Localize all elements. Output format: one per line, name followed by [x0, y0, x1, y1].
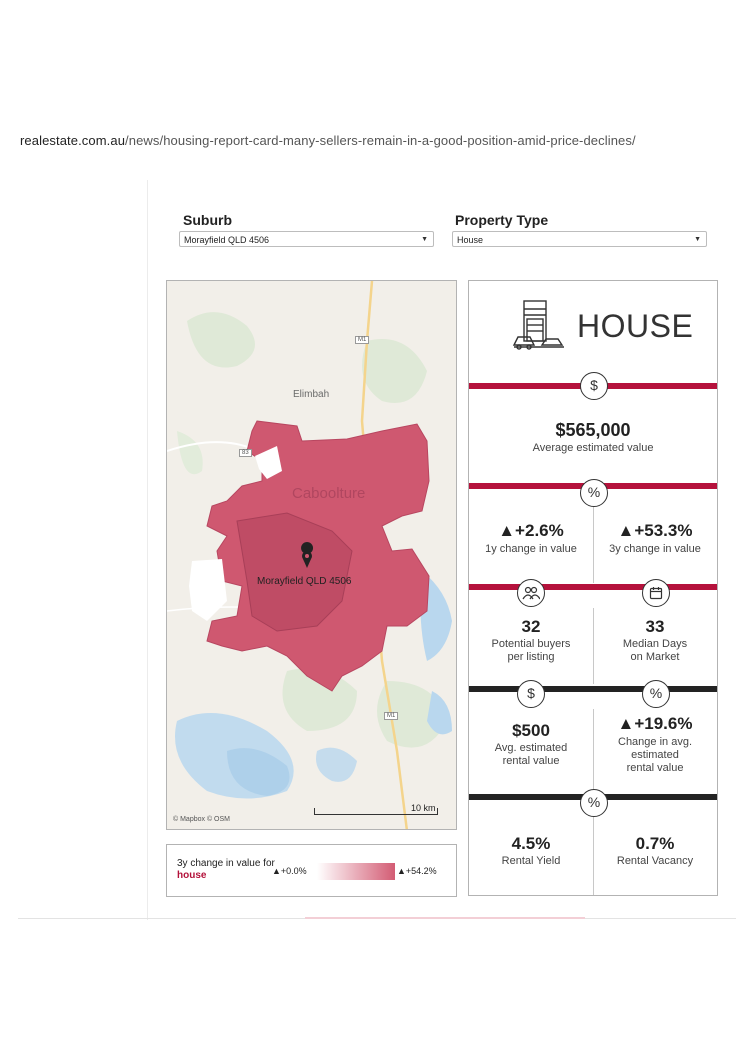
- calendar-icon-glyph: [649, 587, 663, 600]
- rent-label-line2: rental value: [502, 755, 560, 767]
- url-path: /news/housing-report-card-many-sellers-r…: [125, 133, 636, 148]
- legend-max-label: ▲+54.2%: [397, 866, 437, 876]
- rent-label-line1: Avg. estimated: [494, 742, 568, 754]
- legend-title-prefix: 3y change in value for: [177, 858, 275, 869]
- map-selected-suburb-label: Morayfield QLD 4506: [257, 576, 352, 587]
- percent-icon: %: [580, 479, 608, 507]
- legend-gradient: [317, 863, 395, 880]
- suburb-select[interactable]: Morayfield QLD 4506 ▼: [179, 231, 434, 247]
- days-label-line2: on Market: [630, 651, 680, 663]
- map-road-label-83: 83: [239, 449, 252, 457]
- property-type-select-value: House: [457, 235, 484, 245]
- suburb-map[interactable]: Elimbah Caboolture M1 83 M1 Morayfield Q…: [166, 280, 457, 830]
- rent-change-label-line2: estimated: [631, 749, 679, 761]
- map-scale-bar: [314, 808, 438, 815]
- suburb-region-morayfield[interactable]: [236, 512, 353, 632]
- change-1y-value: ▲+2.6%: [498, 521, 564, 540]
- page-divider-accent: [305, 917, 585, 919]
- column-divider: [593, 608, 594, 684]
- yield-label: Rental Yield: [501, 855, 561, 867]
- legend-min-label: ▲+0.0%: [272, 866, 307, 876]
- column-divider: [593, 817, 594, 895]
- divider-red: [469, 584, 717, 590]
- people-icon-glyph: [522, 586, 541, 600]
- house-garage-icon: [512, 300, 564, 350]
- vacancy-value: 0.7%: [635, 834, 675, 853]
- map-legend: 3y change in value for house ▲+0.0% ▲+54…: [166, 844, 457, 897]
- buyers-label-line2: per listing: [507, 651, 555, 663]
- url-host: realestate.com.au: [20, 133, 126, 148]
- yield-value: 4.5%: [511, 834, 551, 853]
- buyers-label-line1: Potential buyers: [491, 638, 571, 650]
- days-value: 33: [645, 617, 665, 636]
- dollar-icon: $: [517, 680, 545, 708]
- column-divider: [593, 507, 594, 583]
- suburb-label: Suburb: [183, 212, 232, 228]
- average-value-label: Average estimated value: [532, 442, 654, 454]
- percent-icon: %: [580, 789, 608, 817]
- property-type-label: Property Type: [455, 212, 549, 228]
- rent-change-label-line1: Change in avg.: [618, 736, 692, 748]
- days-label-line1: Median Days: [622, 638, 688, 650]
- card-title: HOUSE: [577, 308, 694, 344]
- buyers-value: 32: [521, 617, 541, 636]
- vacancy-label: Rental Vacancy: [616, 855, 694, 867]
- map-place-label-caboolture: Caboolture: [292, 485, 366, 502]
- people-icon: [517, 579, 545, 607]
- map-road-label-m1-north: M1: [355, 336, 370, 344]
- map-place-label-elimbah: Elimbah: [293, 389, 330, 400]
- suburb-select-value: Morayfield QLD 4506: [184, 235, 270, 245]
- rent-change-value: ▲+19.6%: [617, 714, 693, 733]
- legend-title-highlight: house: [177, 870, 207, 881]
- change-3y-value: ▲+53.3%: [617, 521, 693, 540]
- average-value: $565,000: [555, 420, 631, 440]
- column-divider: [593, 709, 594, 793]
- percent-icon: %: [642, 680, 670, 708]
- legend-title: 3y change in value for house: [177, 858, 277, 882]
- map-attribution[interactable]: © Mapbox © OSM: [173, 816, 230, 823]
- calendar-icon: [642, 579, 670, 607]
- property-type-select[interactable]: House ▼: [452, 231, 707, 247]
- stats-card: HOUSE $ $565,000 Average estimated value…: [468, 280, 718, 896]
- url-bar[interactable]: realestate.com.au/news/housing-report-ca…: [20, 133, 738, 153]
- chevron-down-icon: ▼: [421, 236, 428, 243]
- rent-change-label-line3: rental value: [626, 762, 684, 774]
- chevron-down-icon: ▼: [694, 236, 701, 243]
- article-embed-frame: [147, 180, 750, 920]
- change-1y-label: 1y change in value: [485, 543, 577, 555]
- rent-value: $500: [512, 721, 550, 740]
- divider-dark: [469, 686, 717, 692]
- dollar-icon: $: [580, 372, 608, 400]
- map-canvas: [167, 281, 456, 829]
- map-road-label-m1-south: M1: [384, 712, 399, 720]
- change-3y-label: 3y change in value: [609, 543, 701, 555]
- map-scale-label: 10 km: [411, 803, 436, 813]
